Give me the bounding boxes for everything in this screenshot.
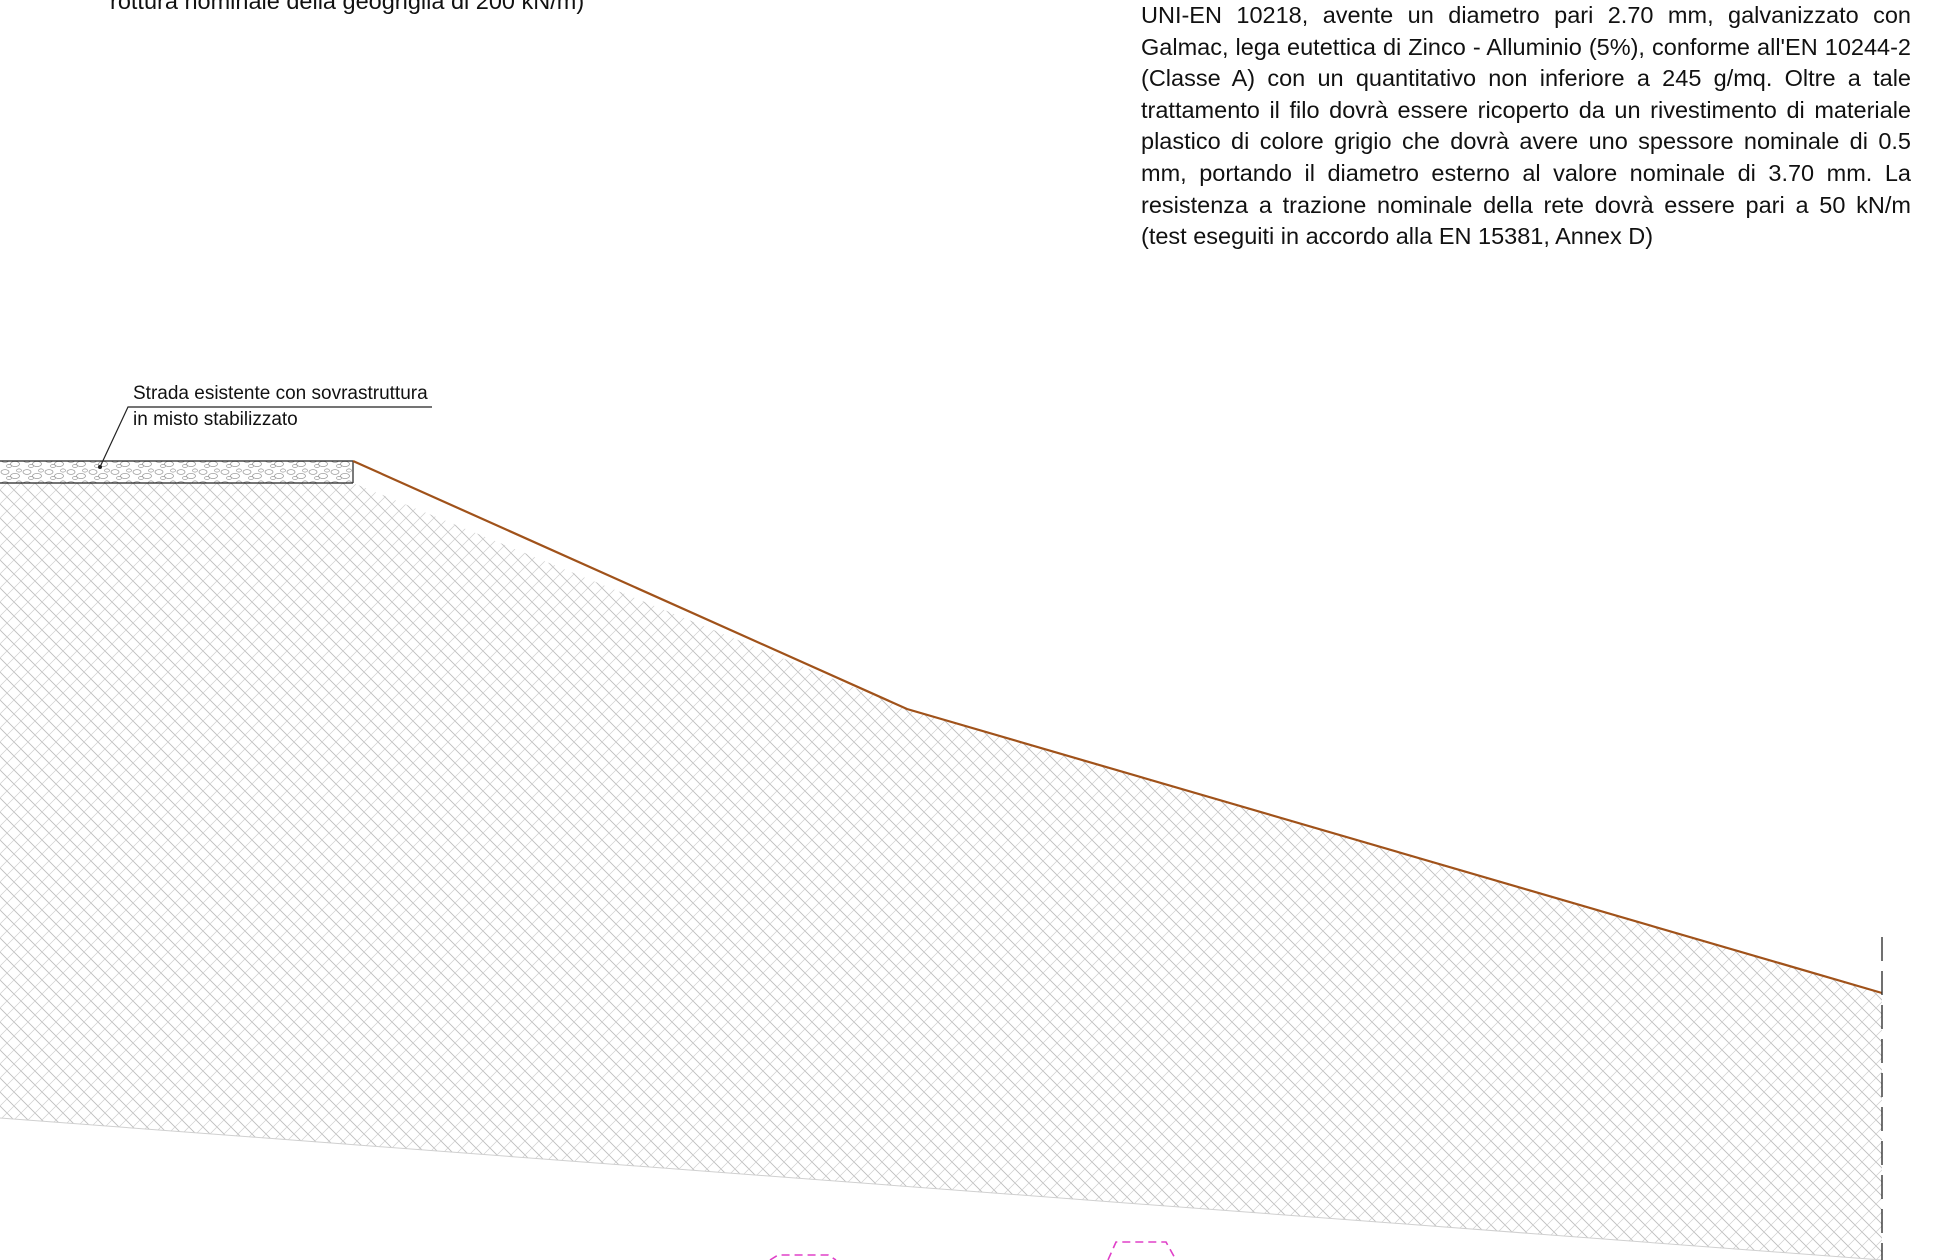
specification-text: UNI-EN 10218, avente un diametro pari 2.… [1141, 2, 1911, 250]
marker-left [769, 1254, 837, 1260]
soil-body [0, 483, 1882, 1260]
road-label-leader-dot [98, 465, 102, 469]
ground-profile [352, 459, 1883, 995]
lower-soil-boundary [0, 1117, 1883, 1260]
road-label-line2: in misto stabilizzato [133, 409, 298, 430]
road-label-line1: Strada esistente con sovrastruttura [133, 383, 428, 404]
marker-right [1107, 1241, 1177, 1260]
road-gravel [0, 461, 353, 483]
road-label-leader [99, 406, 432, 468]
top-left-note: rottura nominale della geogriglia di 200… [110, 0, 585, 14]
